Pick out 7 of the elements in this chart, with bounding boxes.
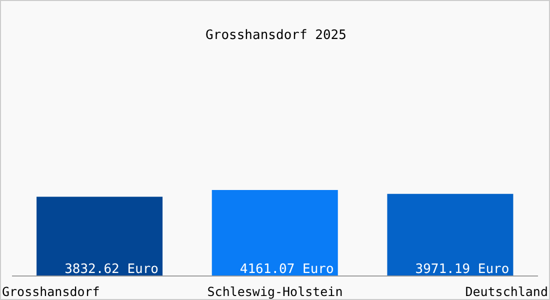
- chart-title: Grosshansdorf 2025: [206, 28, 346, 43]
- x-tick-label: Deutschland: [465, 284, 548, 299]
- data-label: 3832.62 Euro: [64, 262, 159, 277]
- x-tick-label: Schleswig-Holstein: [207, 284, 343, 299]
- x-tick-label: Grosshansdorf: [2, 284, 100, 299]
- data-label: 4161.07 Euro: [240, 262, 334, 277]
- data-label: 3971.19 Euro: [415, 262, 510, 277]
